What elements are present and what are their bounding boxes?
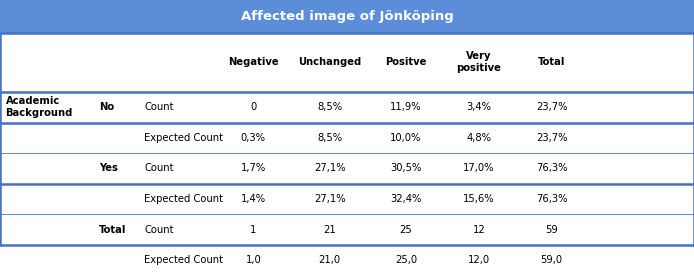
Bar <box>0 33 694 276</box>
Text: 10,0%: 10,0% <box>390 133 422 143</box>
Text: Positve: Positve <box>385 57 427 67</box>
Text: 1,7%: 1,7% <box>241 163 266 174</box>
Text: 1,4%: 1,4% <box>241 194 266 204</box>
Text: Count: Count <box>144 225 174 235</box>
Text: 25,0: 25,0 <box>395 255 417 266</box>
Text: 27,1%: 27,1% <box>314 194 346 204</box>
Text: 23,7%: 23,7% <box>536 133 568 143</box>
Text: 17,0%: 17,0% <box>463 163 495 174</box>
Text: 23,7%: 23,7% <box>536 102 568 112</box>
Text: 25: 25 <box>400 225 412 235</box>
Text: 32,4%: 32,4% <box>390 194 422 204</box>
Text: 4,8%: 4,8% <box>466 133 491 143</box>
Text: 76,3%: 76,3% <box>536 163 568 174</box>
Text: 12: 12 <box>473 225 485 235</box>
Text: 21: 21 <box>323 225 336 235</box>
Text: 21,0: 21,0 <box>319 255 341 266</box>
Text: 11,9%: 11,9% <box>390 102 422 112</box>
Text: Count: Count <box>144 102 174 112</box>
Text: 27,1%: 27,1% <box>314 163 346 174</box>
Text: Expected Count: Expected Count <box>144 255 223 266</box>
Bar <box>0 0 694 33</box>
Text: Unchanged: Unchanged <box>298 57 362 67</box>
Text: 1: 1 <box>250 225 257 235</box>
Text: Very
positive: Very positive <box>457 51 501 73</box>
Text: Academic
Background: Academic Background <box>6 96 73 118</box>
Text: Negative: Negative <box>228 57 278 67</box>
Text: 59: 59 <box>545 225 558 235</box>
Text: 12,0: 12,0 <box>468 255 490 266</box>
Text: 8,5%: 8,5% <box>317 133 342 143</box>
Text: 76,3%: 76,3% <box>536 194 568 204</box>
Text: Total: Total <box>538 57 566 67</box>
Text: Count: Count <box>144 163 174 174</box>
Text: Expected Count: Expected Count <box>144 133 223 143</box>
Text: No: No <box>99 102 115 112</box>
Text: 59,0: 59,0 <box>541 255 563 266</box>
Text: 15,6%: 15,6% <box>463 194 495 204</box>
Text: Affected image of Jönköping: Affected image of Jönköping <box>241 10 453 23</box>
Text: 30,5%: 30,5% <box>390 163 422 174</box>
Text: 0: 0 <box>250 102 257 112</box>
Text: Expected Count: Expected Count <box>144 194 223 204</box>
Text: 0,3%: 0,3% <box>241 133 266 143</box>
Text: 3,4%: 3,4% <box>466 102 491 112</box>
Text: Yes: Yes <box>99 163 118 174</box>
Text: 8,5%: 8,5% <box>317 102 342 112</box>
Text: 1,0: 1,0 <box>246 255 261 266</box>
Text: Total: Total <box>99 225 126 235</box>
